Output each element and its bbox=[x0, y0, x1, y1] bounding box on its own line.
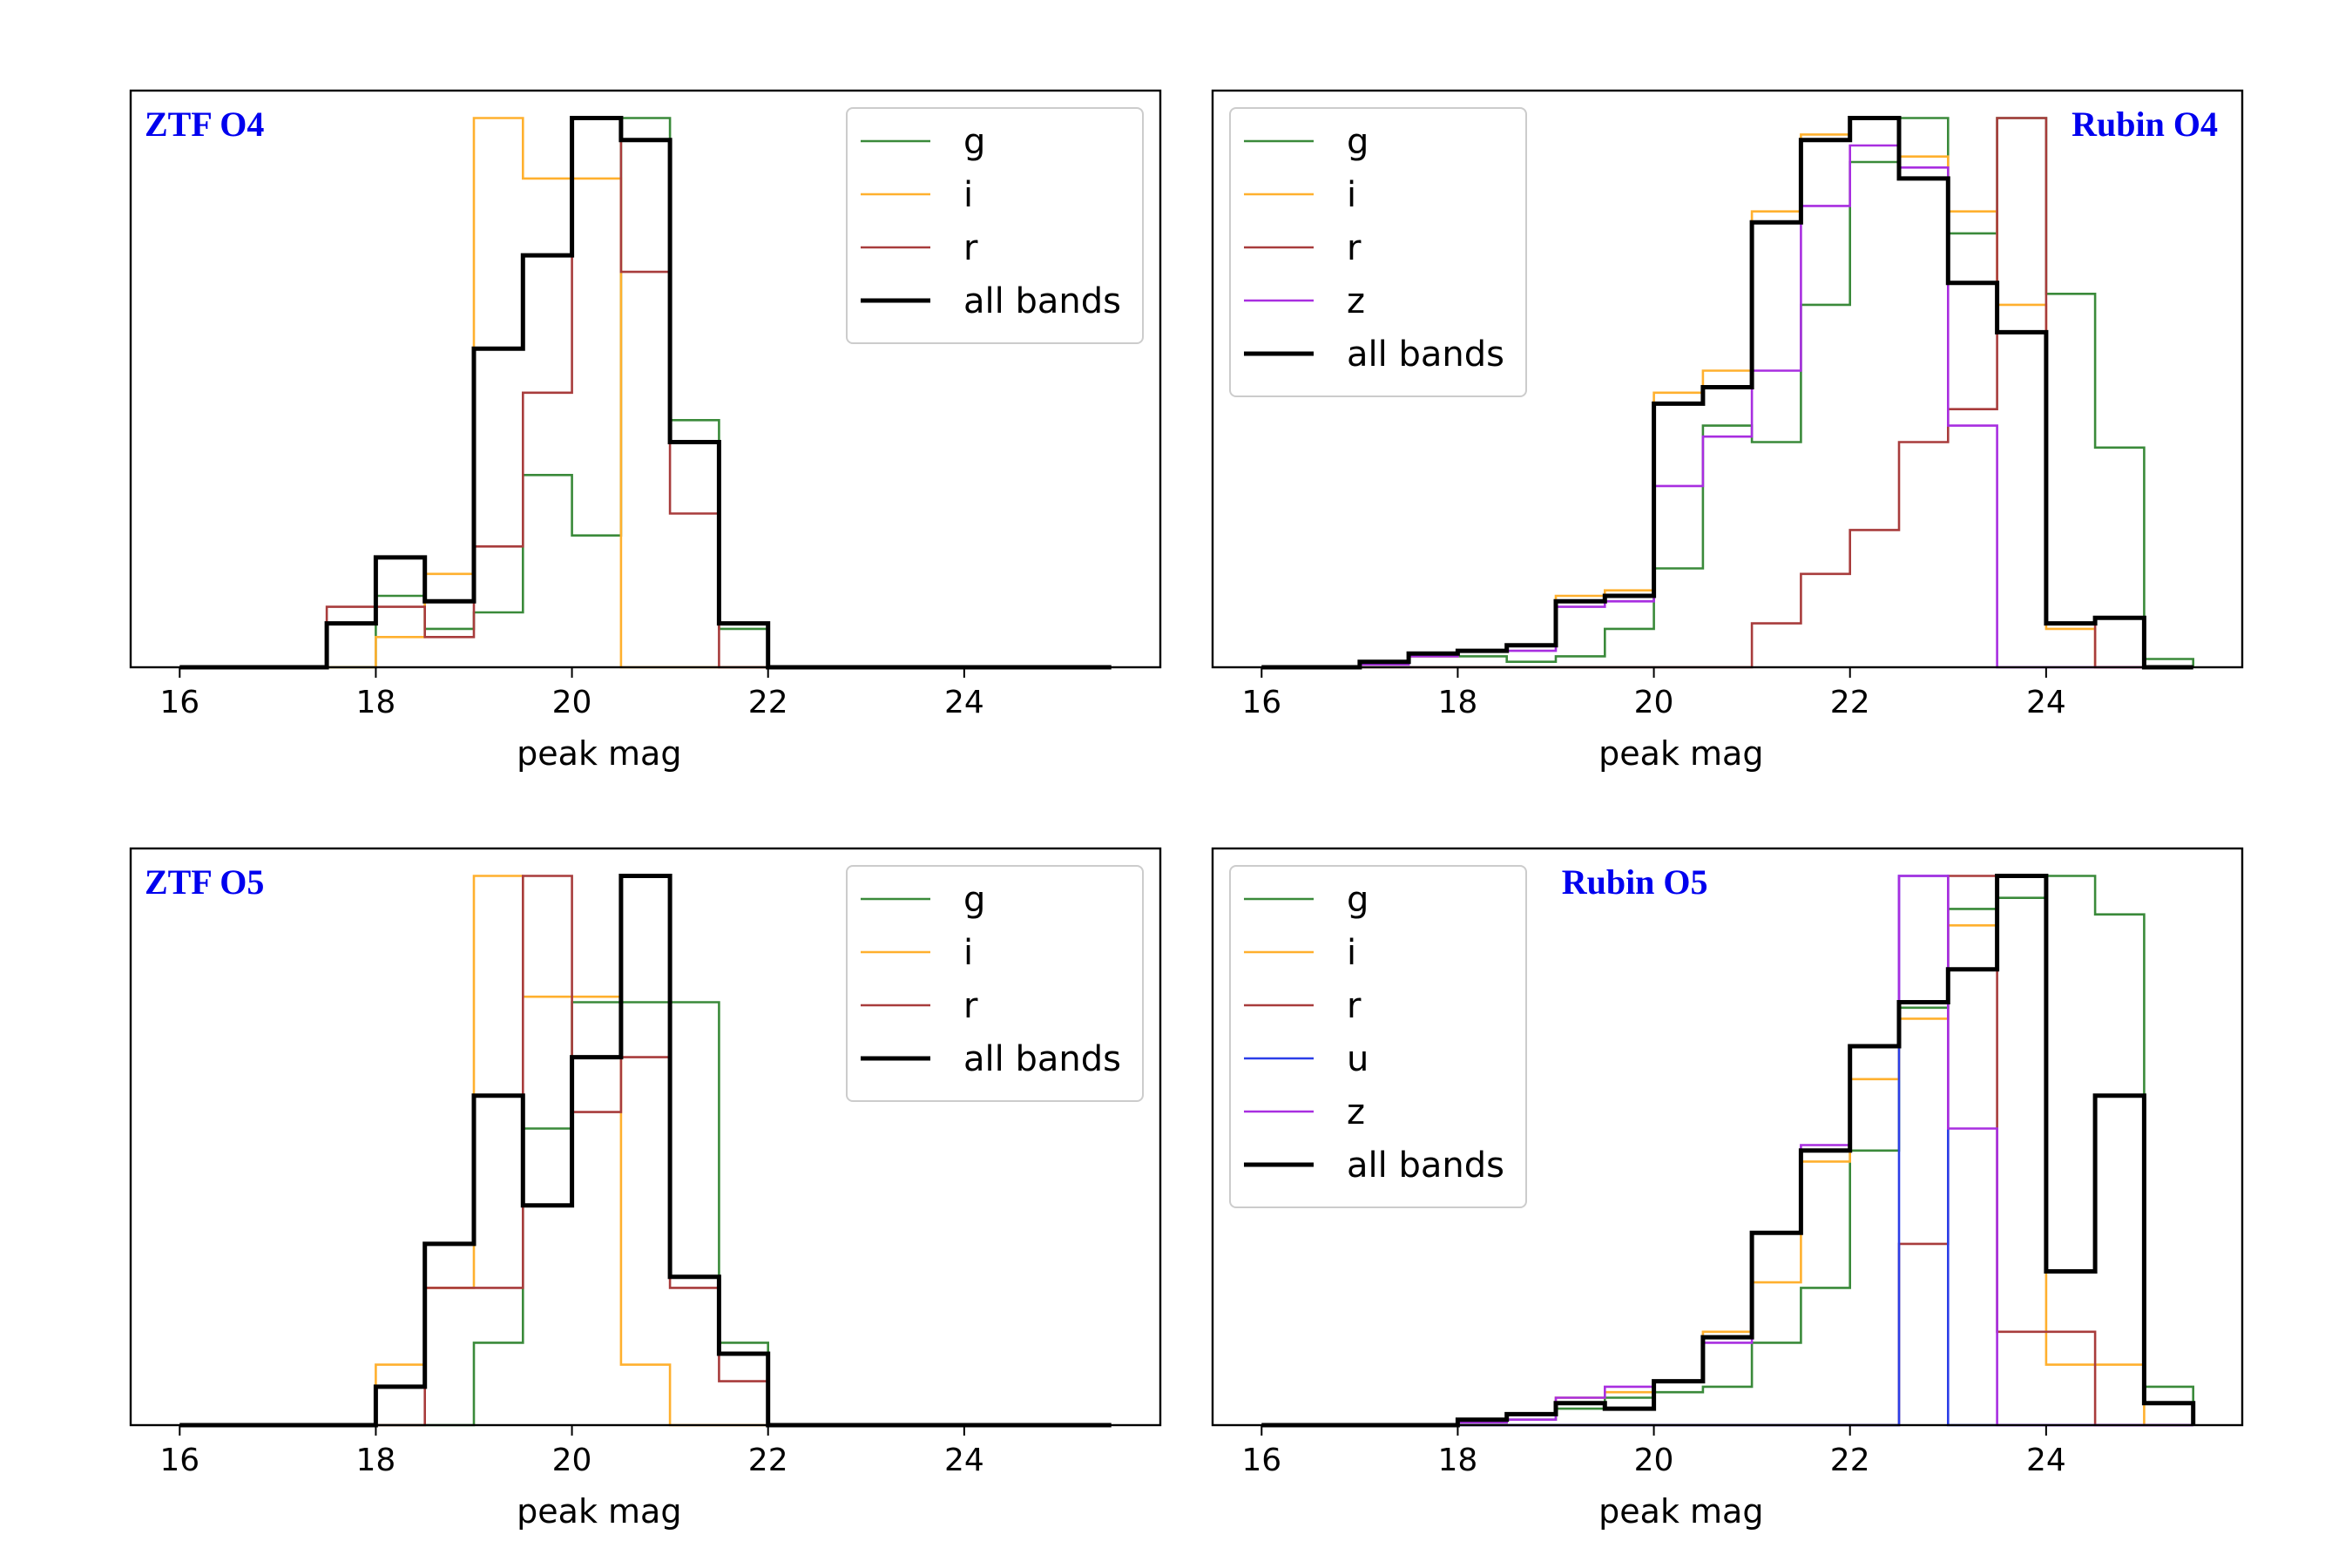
rubin-o5-xlabel: peak mag bbox=[1598, 1492, 1763, 1531]
ztf-o5-legend-label-r: r bbox=[963, 986, 978, 1026]
ztf-o4-xtick-label-22: 22 bbox=[748, 685, 788, 720]
ztf-o4-xtick-label-16: 16 bbox=[159, 685, 199, 720]
rubin-o4-xtick-label-22: 22 bbox=[1830, 685, 1870, 720]
rubin-o4-legend-label-all-bands: all bands bbox=[1347, 335, 1504, 375]
ztf-o5-legend-label-i: i bbox=[963, 933, 973, 973]
rubin-o5-legend-label-z: z bbox=[1347, 1092, 1365, 1132]
rubin-o4-xtick-label-20: 20 bbox=[1634, 685, 1674, 720]
ztf-o4-xtick-label-20: 20 bbox=[552, 685, 592, 720]
rubin-o5-series-all-bands bbox=[1261, 874, 2196, 1428]
ztf-o4-xtick-label-18: 18 bbox=[356, 685, 396, 720]
rubin-o4-series-all-bands bbox=[1261, 116, 2193, 670]
rubin-o5-xtick-label-22: 22 bbox=[1830, 1443, 1870, 1478]
rubin-o4-xlabel: peak mag bbox=[1598, 734, 1763, 773]
rubin-o5-legend-label-r: r bbox=[1347, 986, 1362, 1026]
rubin-o4-legend-label-i: i bbox=[1347, 175, 1356, 215]
ztf-o5-legend-label-g: g bbox=[963, 880, 985, 920]
ztf-o5-xlabel: peak mag bbox=[517, 1492, 681, 1531]
ztf-o4-panel-title: ZTF O4 bbox=[145, 105, 264, 144]
ztf-o4-legend-label-i: i bbox=[963, 175, 973, 215]
rubin-o4-xtick-label-18: 18 bbox=[1438, 685, 1478, 720]
ztf-o5-axes-frame bbox=[129, 847, 1162, 1427]
rubin-o4-series-z bbox=[1261, 144, 2193, 669]
rubin-o4-xtick-label-16: 16 bbox=[1241, 685, 1281, 720]
ztf-o5-legend-label-all-bands: all bands bbox=[963, 1039, 1121, 1079]
rubin-o5-xtick-label-24: 24 bbox=[2026, 1443, 2066, 1478]
ztf-o5-xtick-label-22: 22 bbox=[748, 1443, 788, 1478]
ztf-o4-legend-label-r: r bbox=[963, 228, 978, 268]
ztf-o4-legend-box bbox=[846, 107, 1144, 344]
rubin-o5-series-z bbox=[1261, 875, 2193, 1427]
ztf-o4-xtick-label-24: 24 bbox=[944, 685, 984, 720]
rubin-o5-legend-label-u: u bbox=[1347, 1039, 1369, 1079]
rubin-o4-legend-label-z: z bbox=[1347, 281, 1365, 321]
ztf-o4-axes-frame bbox=[129, 89, 1162, 669]
ztf-o5-xtick-label-18: 18 bbox=[356, 1443, 396, 1478]
ztf-o5-legend-box bbox=[846, 865, 1144, 1102]
ztf-o4-legend-label-all-bands: all bands bbox=[963, 281, 1121, 321]
panel-ztf-o5: 16 18 20 22 24 peak mag gir all bands ZTF O5 bbox=[129, 847, 1162, 1531]
ztf-o5-panel-title: ZTF O5 bbox=[145, 862, 264, 902]
rubin-o5-legend-label-g: g bbox=[1347, 880, 1369, 920]
ztf-o5-xtick-label-16: 16 bbox=[159, 1443, 199, 1478]
rubin-o4-legend-label-r: r bbox=[1347, 228, 1362, 268]
ztf-o5-xtick-label-24: 24 bbox=[944, 1443, 984, 1478]
panel-ztf-o4: 16 18 20 22 24 peak mag gir all bands ZTF O4 bbox=[129, 89, 1162, 773]
ztf-o4-legend-label-g: g bbox=[963, 122, 985, 162]
rubin-o5-xtick-label-20: 20 bbox=[1634, 1443, 1674, 1478]
rubin-o5-xtick-label-16: 16 bbox=[1241, 1443, 1281, 1478]
rubin-o4-axes-frame bbox=[1211, 89, 2244, 669]
rubin-o4-xtick-label-24: 24 bbox=[2026, 685, 2066, 720]
rubin-o4-panel-title: Rubin O4 bbox=[2072, 105, 2218, 144]
rubin-o5-legend-label-all-bands: all bands bbox=[1347, 1146, 1504, 1186]
ztf-o4-xlabel: peak mag bbox=[517, 734, 681, 773]
rubin-o5-xtick-label-18: 18 bbox=[1438, 1443, 1478, 1478]
rubin-o5-panel-title: Rubin O5 bbox=[1562, 862, 1708, 902]
rubin-o4-legend-box bbox=[1229, 107, 1527, 397]
ztf-o5-xtick-label-20: 20 bbox=[552, 1443, 592, 1478]
rubin-o5-axes-frame bbox=[1211, 847, 2244, 1427]
rubin-o4-legend-label-g: g bbox=[1347, 122, 1369, 162]
rubin-o5-legend-label-i: i bbox=[1347, 933, 1356, 973]
